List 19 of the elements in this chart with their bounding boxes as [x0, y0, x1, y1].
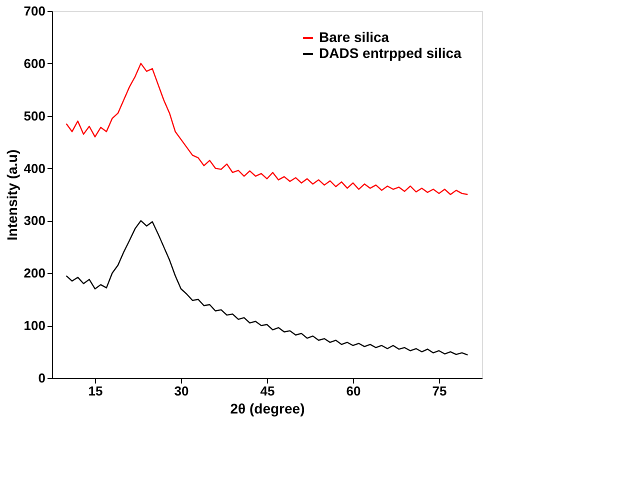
line-series: [66, 220, 468, 356]
line-series: [66, 62, 468, 196]
legend-label: Bare silica: [319, 29, 390, 45]
y-tick-label: 600: [24, 56, 46, 71]
y-tick-label: 0: [38, 370, 46, 386]
y-tick-label: 700: [24, 4, 46, 18]
y-tick-label: 200: [24, 266, 46, 281]
y-axis-title: Intensity (a.u): [4, 149, 20, 241]
x-axis-title: 2θ (degree): [230, 400, 305, 416]
x-tick-label: 15: [88, 384, 103, 398]
y-tick-label: 400: [24, 160, 46, 176]
legend-label: DADS entrpped silica: [319, 45, 462, 61]
y-tick-label: 300: [24, 213, 46, 228]
x-tick-label: 60: [346, 384, 361, 398]
x-tick-label: 45: [260, 384, 275, 398]
y-tick-label: 100: [24, 318, 46, 334]
x-tick-label: 30: [174, 384, 189, 398]
x-tick-label: 75: [432, 384, 447, 398]
y-tick-label: 500: [24, 108, 46, 124]
